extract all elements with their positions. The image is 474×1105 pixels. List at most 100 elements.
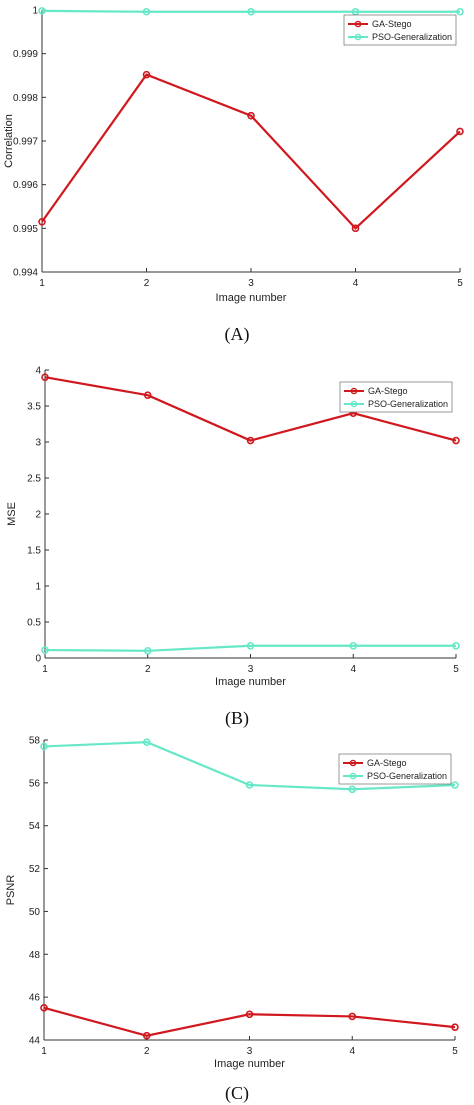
y-tick-label: 4 [35,366,41,377]
data-point-ga-stego [142,70,151,79]
series-line-ga-stego [44,376,457,442]
y-tick-label: 0 [35,654,41,665]
data-point-ga-stego [348,1012,357,1021]
data-point-pso-generalization [143,646,152,655]
x-tick-label: 2 [145,664,151,675]
data-point-pso-generalization [247,7,255,16]
x-tick-label: 3 [248,664,254,675]
data-point-pso-generalization [348,785,357,794]
data-point-pso-generalization [142,738,151,746]
series-line-pso-generalization [41,9,460,13]
y-tick-label: 0.998 [13,93,38,104]
data-point-ga-stego [247,111,255,120]
y-tick-label: 2.5 [27,474,41,485]
x-axis-label: Image number [216,292,287,304]
y-tick-label: 3 [35,438,41,449]
y-axis-label: PSNR [5,875,17,906]
y-axis-label: MSE [6,502,18,526]
data-point-pso-generalization [40,742,48,751]
y-tick-label: 44 [29,1036,41,1047]
y-tick-label: 56 [29,778,41,789]
data-point-pso-generalization [41,646,49,654]
data-point-ga-stego [245,1010,254,1019]
data-point-pso-generalization [38,7,46,15]
data-point-pso-generalization [246,641,255,650]
x-tick-label: 2 [144,278,150,289]
legend-label: GA-Stego [367,758,407,768]
y-tick-label: 50 [29,907,41,918]
legend-box [338,753,452,785]
y-tick-label: 0.5 [27,618,41,629]
data-point-ga-stego [452,436,460,445]
y-tick-label: 1 [32,6,38,17]
y-tick-label: 0.995 [13,224,38,235]
data-point-ga-stego [351,224,360,233]
panel-label: (A) [225,324,250,345]
data-point-ga-stego [41,373,49,382]
y-tick-label: 52 [29,864,41,875]
legend-marker-pso-generalization [354,33,362,41]
x-tick-label: 5 [452,1046,458,1057]
data-point-ga-stego [143,391,152,400]
y-tick-label: 48 [29,950,41,961]
y-tick-label: 3.5 [27,402,41,413]
y-tick-label: 54 [29,821,41,832]
y-tick-label: 2 [35,510,41,521]
data-point-ga-stego [38,217,46,226]
data-point-pso-generalization [451,781,459,789]
legend-marker-pso-generalization [349,772,357,780]
legend-marker-ga-stego [349,759,357,767]
data-point-ga-stego [246,436,255,445]
series-line-pso-generalization [43,741,456,791]
y-tick-label: 46 [29,993,41,1004]
x-tick-label: 4 [353,278,359,289]
series-line-ga-stego [41,73,461,230]
data-point-ga-stego [40,1004,48,1012]
panel-label: (B) [225,708,249,729]
data-point-ga-stego [451,1023,459,1031]
series-line-pso-generalization [44,644,456,652]
y-tick-label: 0.996 [13,180,38,191]
data-point-pso-generalization [456,7,464,16]
data-point-pso-generalization [142,7,151,16]
x-tick-label: 3 [247,1046,253,1057]
x-tick-label: 2 [144,1046,150,1057]
x-tick-label: 1 [41,1046,47,1057]
legend-box [343,14,457,46]
y-tick-label: 0.994 [13,268,38,279]
x-tick-label: 4 [349,1046,355,1057]
legend-box [339,381,453,413]
x-tick-label: 4 [350,664,356,675]
y-tick-label: 0.997 [13,137,38,148]
legend-label: GA-Stego [372,19,412,29]
x-tick-label: 1 [42,664,48,675]
legend-marker-pso-generalization [350,400,358,408]
series-line-ga-stego [43,1006,456,1037]
chart-panel-1: 0.994 0.995 0.996 0.997 0.998 0.999 1 1 2 3 4 5 Imag… [3,6,464,345]
chart-panel-3: 44 46 48 50 52 54 56 58 1 2 3 4 5 Image number PSNR GA-… [5,736,459,1104]
data-point-ga-stego [456,127,464,136]
y-tick-label: 1 [35,582,41,593]
data-point-ga-stego [142,1031,151,1040]
y-tick-label: 1.5 [27,546,41,557]
legend-marker-ga-stego [350,387,358,395]
y-tick-label: 58 [29,736,41,747]
x-axis-label: Image number [214,1058,285,1070]
x-tick-label: 5 [453,664,459,675]
legend-label: PSO-Generalization [368,399,448,409]
y-tick-label: 0.999 [13,49,38,60]
x-axis-label: Image number [215,676,286,688]
x-tick-label: 1 [39,278,45,289]
panel-label: (C) [225,1083,249,1104]
x-tick-label: 3 [248,278,254,289]
y-axis-label: Correlation [3,114,15,168]
data-point-pso-generalization [452,641,460,650]
legend-label: PSO-Generalization [372,32,452,42]
legend-label: PSO-Generalization [367,771,447,781]
chart-panel-2: 0 0.5 1 1.5 2 2.5 3 3.5 4 1 2 3 4 5 Image number MSE GA-… [6,366,460,729]
data-point-pso-generalization [349,641,358,650]
legend-marker-ga-stego [354,20,362,28]
data-point-pso-generalization [245,781,254,789]
legend-label: GA-Stego [368,386,408,396]
